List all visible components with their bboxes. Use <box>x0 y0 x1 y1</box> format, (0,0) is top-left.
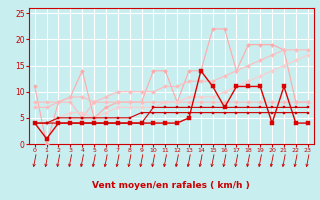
Text: Vent moyen/en rafales ( km/h ): Vent moyen/en rafales ( km/h ) <box>92 182 250 190</box>
